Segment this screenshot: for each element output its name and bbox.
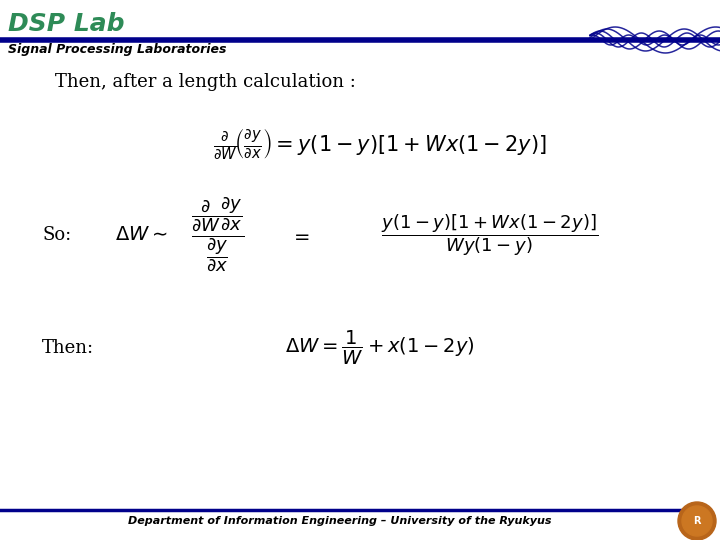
Text: $\Delta W \sim$: $\Delta W \sim$ [115, 226, 168, 245]
Text: So:: So: [42, 226, 71, 244]
Text: $\dfrac{y(1-y)[1+Wx(1-2y)]}{Wy(1-y)}$: $\dfrac{y(1-y)[1+Wx(1-2y)]}{Wy(1-y)}$ [382, 212, 598, 258]
Text: Department of Information Engineering – University of the Ryukyus: Department of Information Engineering – … [128, 516, 552, 526]
Text: $\frac{\partial}{\partial W}\!\left(\frac{\partial y}{\partial x}\right) = y(1-y: $\frac{\partial}{\partial W}\!\left(\fra… [213, 127, 546, 163]
Circle shape [682, 506, 712, 536]
Circle shape [678, 502, 716, 540]
Text: Then:: Then: [42, 339, 94, 357]
Text: R: R [693, 516, 701, 526]
Text: DSP Lab: DSP Lab [8, 12, 125, 36]
Text: $\Delta W = \dfrac{1}{W} + x(1-2y)$: $\Delta W = \dfrac{1}{W} + x(1-2y)$ [285, 329, 474, 367]
Text: $=$: $=$ [290, 226, 310, 245]
Text: Then, after a length calculation :: Then, after a length calculation : [55, 73, 356, 91]
Text: $\dfrac{\dfrac{\partial}{\partial W}\dfrac{\partial y}{\partial x}}{\dfrac{\part: $\dfrac{\dfrac{\partial}{\partial W}\dfr… [192, 196, 245, 274]
Text: Signal Processing Laboratories: Signal Processing Laboratories [8, 44, 227, 57]
